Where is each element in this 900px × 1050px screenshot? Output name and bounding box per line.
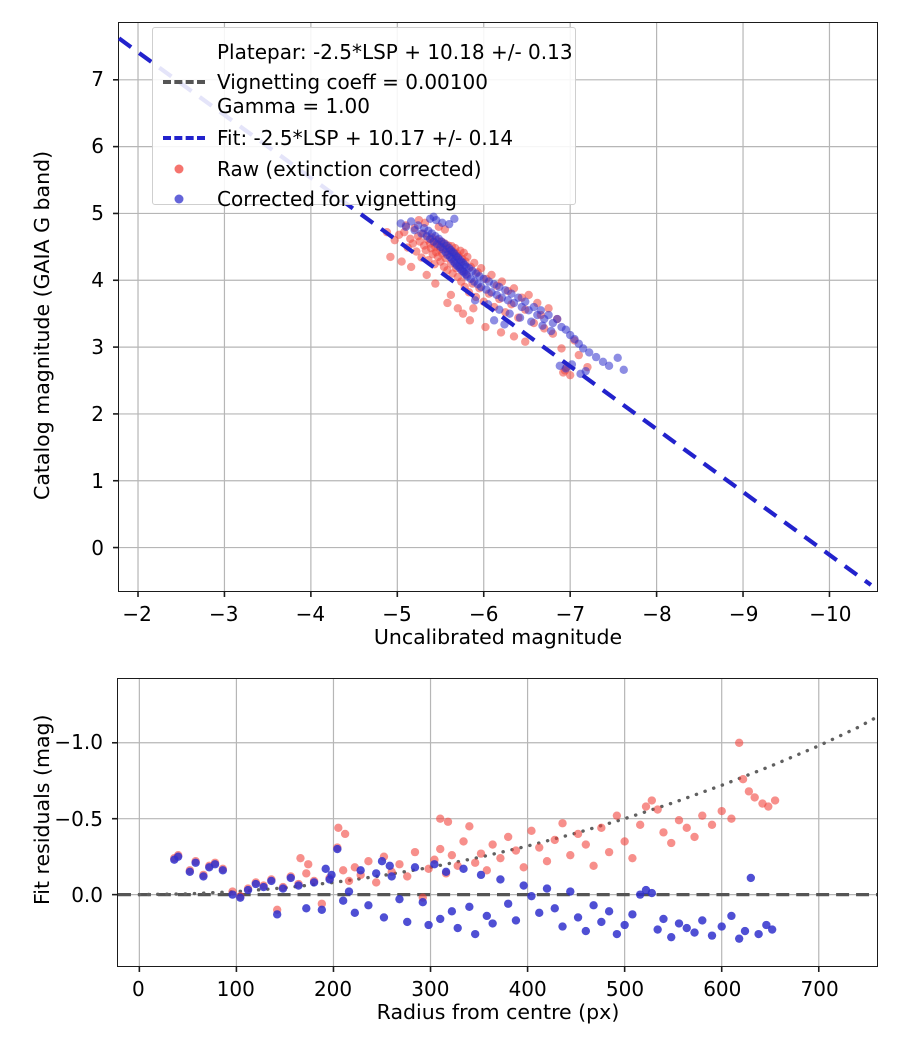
y-tick-label: 2: [91, 402, 104, 427]
series-raw: [382, 215, 592, 380]
x-tick-label: −3: [208, 602, 239, 626]
y-tick-label: 4: [91, 268, 104, 293]
y-tick-label: 7: [91, 67, 104, 91]
x-tick-label: 700: [800, 977, 839, 1001]
legend-blue-dot-icon: [174, 194, 184, 204]
x-tick-label: 400: [508, 977, 547, 1001]
residuals-yaxis-label: Fit residuals (mag): [30, 714, 54, 905]
plot-legend: Platepar: -2.5*LSP + 10.18 +/- 0.13 Vigne…: [152, 27, 576, 211]
legend-label: Corrected for vignetting: [217, 187, 457, 211]
y-tick-label: 6: [91, 134, 104, 159]
y-tick-label: 3: [91, 335, 104, 360]
x-tick-label: 500: [605, 977, 645, 1001]
x-tick-label: 300: [411, 977, 450, 1001]
x-tick-label: −8: [642, 602, 672, 626]
y-tick-label: 1: [91, 469, 104, 494]
x-tick-label: −10: [809, 602, 852, 626]
x-tick-label: −9: [728, 602, 759, 626]
gridlines: [118, 679, 877, 966]
legend-red-dot-icon: [174, 164, 184, 174]
photometry-xaxis-label: Uncalibrated magnitude: [373, 625, 623, 649]
series-corrected: [170, 844, 777, 943]
x-tick-label: 200: [313, 977, 353, 1001]
x-tick-label: −2: [122, 602, 152, 626]
vignetting-curve: [137, 715, 879, 897]
x-tick-label: 0: [132, 977, 145, 1001]
y-tick-label: 0.0: [71, 883, 103, 908]
series-corrected: [396, 212, 628, 379]
legend-label: Gamma = 1.00: [217, 94, 370, 118]
residuals-xaxis-label: Radius from centre (px): [376, 1000, 620, 1024]
gridlines: [119, 23, 877, 591]
y-tick-label: 0: [91, 536, 104, 561]
legend-label: Platepar: -2.5*LSP + 10.18 +/- 0.13: [217, 40, 573, 64]
legend-label: Raw (extinction corrected): [217, 157, 482, 181]
legend-label: Vignetting coeff = 0.00100: [217, 70, 488, 94]
legend-dashed-blue-line-icon: [163, 136, 205, 140]
x-tick-label: 100: [216, 977, 255, 1001]
y-tick-label: 5: [91, 201, 104, 226]
tick-marks: [112, 741, 820, 972]
tick-marks: [113, 79, 831, 597]
x-tick-label: −7: [555, 602, 586, 626]
x-tick-label: −4: [295, 602, 326, 626]
legend-dashed-gray-line-icon: [163, 80, 205, 84]
x-tick-label: −6: [468, 602, 499, 626]
legend-label: Fit: -2.5*LSP + 10.17 +/- 0.14: [217, 126, 514, 150]
fit-residuals-plot: [112, 678, 879, 972]
y-tick-label: −1.0: [54, 730, 103, 755]
x-tick-label: 600: [703, 977, 742, 1001]
y-tick-label: −0.5: [54, 806, 103, 831]
residuals-plot-canvas: [112, 679, 879, 972]
x-tick-label: −5: [382, 602, 412, 626]
photometry-yaxis-label: Catalog magnitude (GAIA G band): [30, 150, 54, 500]
